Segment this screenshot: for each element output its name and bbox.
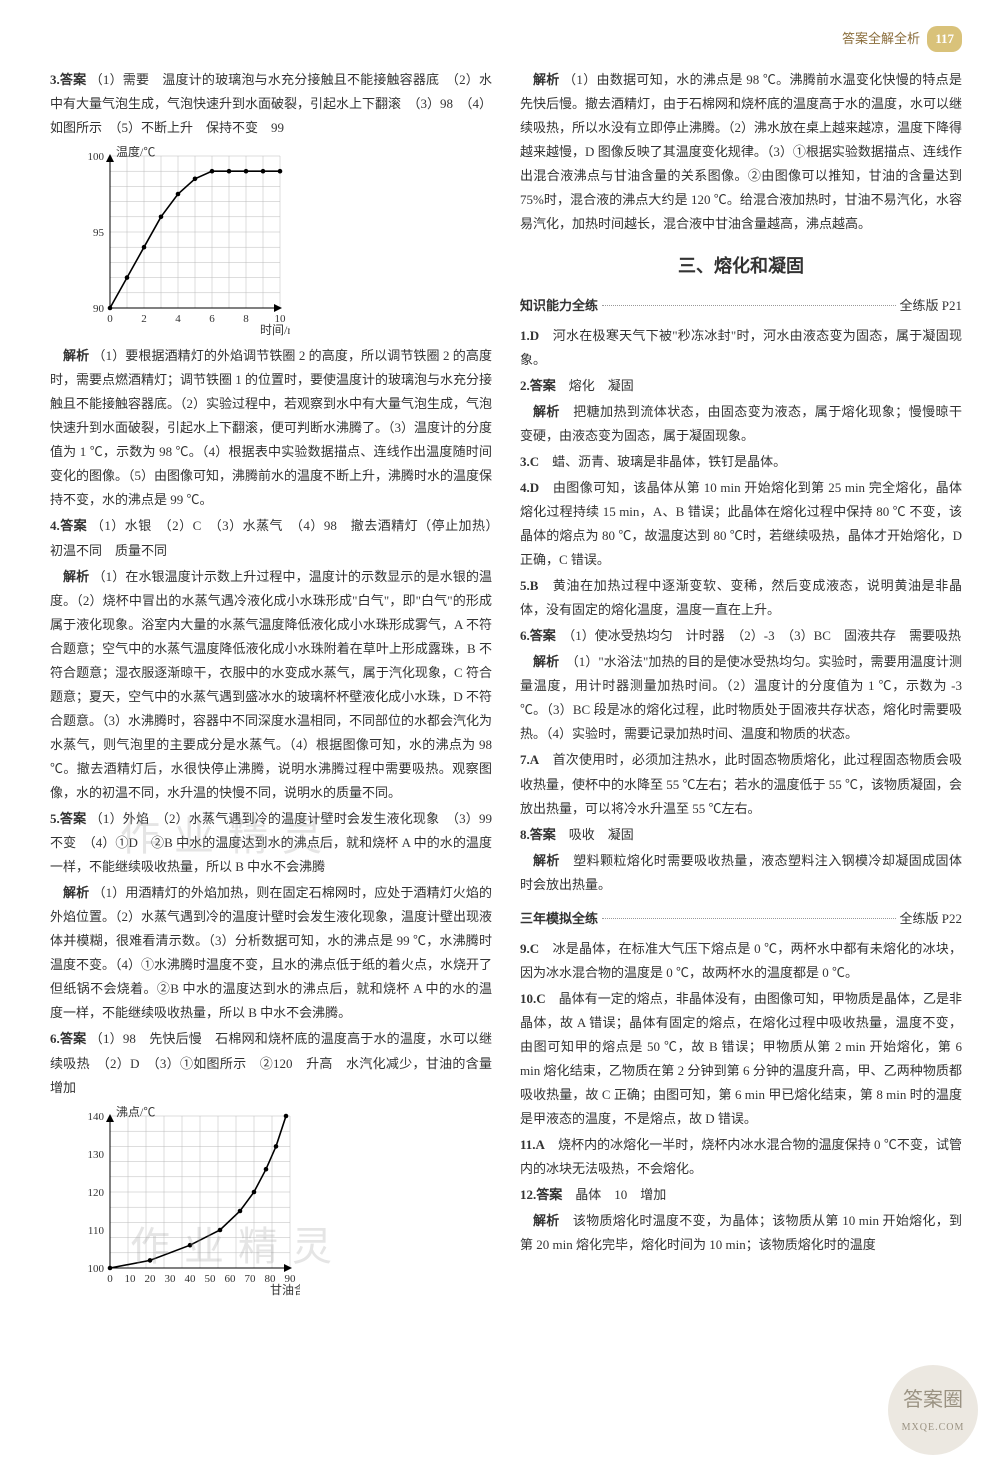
svg-text:90: 90 [93, 303, 105, 315]
svg-text:120: 120 [88, 1187, 105, 1199]
r11: 11.A 烧杯内的冰熔化一半时，烧杯内冰水混合物的温度保持 0 ℃不变，试管内的… [520, 1133, 962, 1181]
band-simu: 三年模拟全练全练版 P22 [520, 907, 962, 931]
r8: 8.答案 吸收 凝固 [520, 823, 962, 847]
svg-text:130: 130 [88, 1149, 105, 1161]
page-number: 117 [927, 26, 962, 52]
r10: 10.C 晶体有一定的熔点，非晶体没有，由图像可知，甲物质是晶体，乙是非晶体，故… [520, 987, 962, 1131]
r4: 4.D 由图像可知，该晶体从第 10 min 开始熔化到第 25 min 完全熔… [520, 476, 962, 572]
svg-text:140: 140 [88, 1111, 105, 1123]
r6: 6.答案 （1）使冰受热均匀 计时器 （2）-3 （3）BC 固液共存 需要吸热 [520, 624, 962, 648]
q4-explain: 解析 （1）在水银温度计示数上升过程中，温度计的示数显示的是水银的温度。（2）烧… [50, 565, 492, 805]
svg-text:50: 50 [205, 1273, 217, 1285]
svg-text:70: 70 [245, 1273, 257, 1285]
r6-explain: 解析 （1）"水浴法"加热的目的是使冰受热均匀。实验时，需要用温度计测量温度，用… [520, 650, 962, 746]
svg-text:温度/℃: 温度/℃ [116, 146, 155, 159]
page-header: 答案全解全析 117 [842, 26, 962, 52]
q4-answer: 4.答案 （1）水银 （2）C （3）水蒸气 （4）98 撤去酒精灯（停止加热）… [50, 514, 492, 562]
svg-text:8: 8 [243, 313, 249, 325]
svg-text:20: 20 [145, 1273, 157, 1285]
r8-explain: 解析 塑料颗粒熔化时需要吸收热量，液态塑料注入钢模冷却凝固成固体时会放出热量。 [520, 849, 962, 897]
svg-text:沸点/℃: 沸点/℃ [116, 1106, 155, 1119]
r7: 7.A 首次使用时，必须加注热水，此时固态物质熔化，此过程固态物质会吸收热量，使… [520, 748, 962, 820]
svg-text:60: 60 [225, 1273, 237, 1285]
r3: 3.C 蜡、沥青、玻璃是非晶体，铁钉是晶体。 [520, 450, 962, 474]
q6-answer: 6.答案 （1）98 先快后慢 石棉网和烧杯底的温度高于水的温度，水可以继续吸热… [50, 1027, 492, 1099]
right-column: 解析 （1）由数据可知，水的沸点是 98 ℃。沸腾前水温变化快慢的特点是先快后慢… [520, 68, 962, 1304]
header-label: 答案全解全析 [842, 31, 920, 46]
r1: 1.D 河水在极寒天气下被"秒冻冰封"时，河水由液态变为固态，属于凝固现象。 [520, 324, 962, 372]
svg-text:0: 0 [107, 313, 113, 325]
svg-text:4: 4 [175, 313, 181, 325]
q3-answer: 3.答案 （1）需要 温度计的玻璃泡与水充分接触且不能接触容器底 （2）水中有大… [50, 68, 492, 140]
section-title: 三、熔化和凝固 [520, 250, 962, 283]
left-column: 3.答案 （1）需要 温度计的玻璃泡与水充分接触且不能接触容器底 （2）水中有大… [50, 68, 492, 1304]
svg-text:2: 2 [141, 313, 147, 325]
q5-answer: 5.答案 （1）外焰 （2）水蒸气遇到冷的温度计壁时会发生液化现象 （3）99 … [50, 807, 492, 879]
band-knowledge: 知识能力全练全练版 P21 [520, 294, 962, 318]
q3-chart: 02468109095100时间/min温度/℃ [70, 146, 492, 336]
r12-explain: 解析 该物质熔化时温度不变，为晶体；该物质从第 10 min 开始熔化，到第 2… [520, 1209, 962, 1257]
svg-text:100: 100 [88, 1263, 105, 1275]
q3-explain: 解析 （1）要根据酒精灯的外焰调节铁圈 2 的高度，所以调节铁圈 2 的高度时，… [50, 344, 492, 512]
svg-text:甘油含量/%: 甘油含量/% [270, 1282, 300, 1296]
r2: 2.答案 熔化 凝固 [520, 374, 962, 398]
svg-text:40: 40 [185, 1273, 197, 1285]
r9: 9.C 冰是晶体，在标准大气压下熔点是 0 ℃，两杯水中都有未熔化的冰块，因为冰… [520, 937, 962, 985]
svg-text:100: 100 [88, 151, 105, 163]
svg-text:10: 10 [125, 1273, 137, 1285]
svg-text:30: 30 [165, 1273, 177, 1285]
logo-stamp: 答案圈 MXQE.COM [888, 1365, 978, 1455]
svg-text:110: 110 [88, 1225, 105, 1237]
r12: 12.答案 晶体 10 增加 [520, 1183, 962, 1207]
svg-text:95: 95 [93, 227, 105, 239]
q6-explain: 解析 （1）由数据可知，水的沸点是 98 ℃。沸腾前水温变化快慢的特点是先快后慢… [520, 68, 962, 236]
q5-explain: 解析 （1）用酒精灯的外焰加热，则在固定石棉网时，应处于酒精灯火焰的外焰位置。（… [50, 881, 492, 1025]
svg-text:6: 6 [209, 313, 215, 325]
r2-explain: 解析 把糖加热到流体状态，由固态变为液态，属于熔化现象；慢慢晾干变硬，由液态变为… [520, 400, 962, 448]
q6-chart: 0102030405060708090100110120130140甘油含量/%… [70, 1106, 492, 1296]
r5: 5.B 黄油在加热过程中逐渐变软、变稀，然后变成液态，说明黄油是非晶体，没有固定… [520, 574, 962, 622]
svg-text:时间/min: 时间/min [260, 323, 290, 336]
svg-text:0: 0 [107, 1273, 113, 1285]
